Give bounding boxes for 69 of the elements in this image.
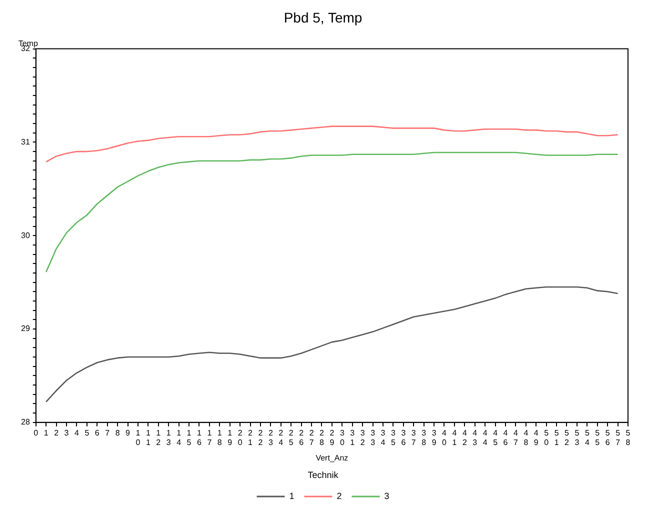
x-tick-label: 1 4 <box>176 428 182 448</box>
x-tick-label: 5 6 <box>605 428 610 448</box>
x-tick-label: 2 6 <box>299 428 304 448</box>
x-tick-label: 3 5 <box>390 428 396 448</box>
x-tick-label: 5 8 <box>626 428 631 448</box>
y-tick-label: 29 <box>20 324 30 334</box>
x-tick-label: 2 8 <box>320 428 325 448</box>
x-tick-label: 4 5 <box>493 428 498 448</box>
x-tick-label: 3 3 <box>370 428 376 448</box>
x-tick-label: 5 7 <box>616 428 621 448</box>
x-tick-label: 9 <box>126 428 131 438</box>
x-tick-label: 4 9 <box>534 428 539 448</box>
x-tick-label: 4 3 <box>472 428 478 448</box>
x-tick-label: 4 7 <box>513 428 518 448</box>
x-tick-label: 0 <box>34 428 39 438</box>
x-tick-label: 5 2 <box>564 428 570 448</box>
legend-title: Technik <box>308 470 339 480</box>
x-tick-label: 1 <box>44 428 49 438</box>
x-tick-label: 5 1 <box>554 428 560 448</box>
legend-label: 3 <box>384 490 390 501</box>
x-tick-label: 1 7 <box>207 428 212 448</box>
x-tick-label: 4 2 <box>462 428 468 448</box>
x-tick-label: 5 3 <box>574 428 580 448</box>
x-tick-label: 3 2 <box>360 428 366 448</box>
x-tick-label: 2 4 <box>278 428 284 448</box>
x-tick-label: 4 <box>74 428 80 438</box>
x-tick-label: 1 3 <box>166 428 172 448</box>
x-tick-label: 1 1 <box>146 428 151 448</box>
x-tick-label: 7 <box>105 428 110 438</box>
x-tick-label: 1 8 <box>217 428 222 448</box>
legend-label: 2 <box>336 490 342 501</box>
x-tick-label: 3 0 <box>340 428 345 448</box>
x-axis-title: Vert_Anz <box>316 454 348 463</box>
x-tick-label: 3 4 <box>380 428 386 448</box>
x-tick-label: 4 8 <box>524 428 529 448</box>
y-tick-label: 30 <box>20 230 30 240</box>
x-tick-label: 5 <box>84 428 90 438</box>
x-tick-label: 2 <box>54 428 60 438</box>
y-tick-label: 28 <box>20 418 30 427</box>
x-tick-label: 2 7 <box>309 428 314 448</box>
x-tick-label: 4 0 <box>442 428 448 448</box>
x-tick-label: 3 9 <box>432 428 437 448</box>
chart-title: Pbd 5, Temp <box>284 9 362 26</box>
x-tick-label: 3 7 <box>411 428 416 448</box>
x-tick-label: 1 9 <box>228 428 233 448</box>
x-tick-label: 5 5 <box>595 428 600 448</box>
x-tick-label: 3 6 <box>401 428 406 448</box>
x-tick-label: 1 6 <box>197 428 202 448</box>
x-tick-label: 8 <box>115 428 120 438</box>
x-tick-label: 3 1 <box>350 428 356 448</box>
x-tick-label: 4 4 <box>482 428 488 448</box>
x-tick-label: 2 9 <box>330 428 335 448</box>
x-tick-label: 1 2 <box>156 428 162 448</box>
y-tick-label: 31 <box>20 137 30 146</box>
x-tick-label: 5 4 <box>584 428 590 448</box>
x-tick-label: 1 5 <box>186 428 192 448</box>
x-tick-label: 4 1 <box>452 428 458 448</box>
x-tick-label: 3 <box>64 428 70 438</box>
x-tick-label: 2 0 <box>238 428 243 448</box>
x-tick-label: 4 6 <box>503 428 508 448</box>
legend-label: 1 <box>289 490 294 501</box>
x-tick-label: 2 3 <box>268 428 274 448</box>
x-tick-label: 6 <box>94 428 100 438</box>
x-tick-label: 3 8 <box>422 428 427 448</box>
x-tick-label: 2 1 <box>248 428 254 448</box>
x-tick-label: 5 0 <box>544 428 550 448</box>
x-tick-label: 1 0 <box>136 428 141 448</box>
x-tick-label: 2 2 <box>258 428 264 448</box>
x-tick-label: 2 5 <box>288 428 294 448</box>
